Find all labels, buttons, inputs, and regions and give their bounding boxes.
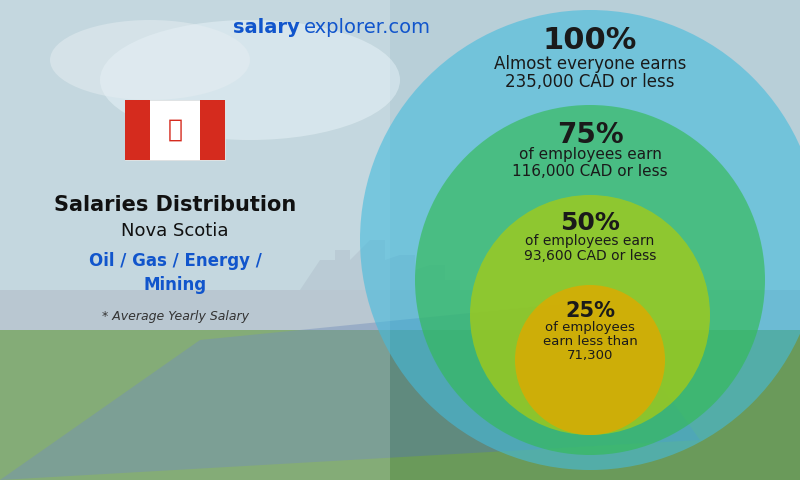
Circle shape	[360, 10, 800, 470]
Text: 25%: 25%	[565, 301, 615, 321]
Text: 71,300: 71,300	[567, 349, 613, 362]
Text: 116,000 CAD or less: 116,000 CAD or less	[512, 164, 668, 179]
Text: Salaries Distribution: Salaries Distribution	[54, 195, 296, 215]
Text: salary: salary	[234, 18, 300, 37]
Circle shape	[415, 105, 765, 455]
Text: earn less than: earn less than	[542, 335, 638, 348]
Polygon shape	[0, 300, 700, 480]
FancyBboxPatch shape	[0, 0, 390, 480]
Text: * Average Yearly Salary: * Average Yearly Salary	[102, 310, 249, 323]
Ellipse shape	[50, 20, 250, 100]
Text: Oil / Gas / Energy /
Mining: Oil / Gas / Energy / Mining	[89, 252, 262, 294]
Text: 100%: 100%	[543, 26, 637, 55]
Text: 93,600 CAD or less: 93,600 CAD or less	[524, 250, 656, 264]
Text: 235,000 CAD or less: 235,000 CAD or less	[506, 72, 674, 91]
Circle shape	[515, 285, 665, 435]
Text: 50%: 50%	[560, 211, 620, 235]
Text: of employees: of employees	[545, 321, 635, 334]
Text: Almost everyone earns: Almost everyone earns	[494, 55, 686, 72]
FancyBboxPatch shape	[0, 330, 800, 480]
Text: explorer.com: explorer.com	[304, 18, 431, 37]
FancyBboxPatch shape	[125, 100, 150, 160]
Circle shape	[470, 195, 710, 435]
FancyBboxPatch shape	[0, 0, 800, 290]
Text: 75%: 75%	[557, 121, 623, 149]
Text: 🍁: 🍁	[167, 118, 182, 142]
Text: of employees earn: of employees earn	[526, 234, 654, 249]
FancyBboxPatch shape	[200, 100, 225, 160]
FancyBboxPatch shape	[125, 100, 225, 160]
Text: Nova Scotia: Nova Scotia	[122, 222, 229, 240]
Text: of employees earn: of employees earn	[518, 147, 662, 162]
Polygon shape	[300, 240, 460, 290]
Ellipse shape	[100, 20, 400, 140]
